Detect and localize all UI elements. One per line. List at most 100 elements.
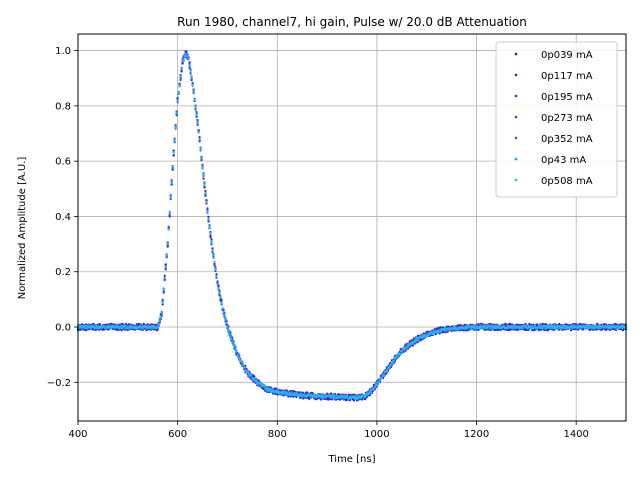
data-point bbox=[201, 166, 204, 169]
data-point bbox=[168, 213, 171, 216]
data-point bbox=[169, 195, 172, 198]
data-point bbox=[167, 228, 170, 231]
data-point bbox=[193, 98, 196, 101]
data-point bbox=[266, 389, 269, 392]
x-tick-label: 1200 bbox=[464, 429, 489, 440]
data-point bbox=[400, 350, 403, 353]
data-point bbox=[506, 325, 509, 328]
data-point bbox=[152, 324, 155, 327]
data-point bbox=[405, 346, 408, 349]
legend-marker bbox=[514, 178, 518, 182]
data-point bbox=[216, 280, 219, 283]
data-point bbox=[231, 339, 234, 343]
data-point bbox=[158, 319, 161, 322]
data-point bbox=[198, 138, 201, 141]
data-point bbox=[215, 275, 218, 278]
legend-marker bbox=[514, 73, 518, 77]
data-point bbox=[354, 395, 358, 399]
data-point bbox=[565, 325, 568, 328]
data-point bbox=[163, 277, 166, 280]
x-tick-label: 400 bbox=[68, 429, 87, 440]
legend-label: 0p273 mA bbox=[541, 113, 593, 124]
data-point bbox=[169, 197, 172, 200]
data-point bbox=[220, 302, 223, 305]
data-point bbox=[224, 316, 227, 320]
data-point bbox=[214, 268, 217, 271]
data-point bbox=[563, 324, 566, 327]
data-point bbox=[200, 157, 203, 160]
data-point bbox=[207, 218, 210, 221]
data-point bbox=[186, 55, 189, 58]
data-point bbox=[382, 373, 385, 376]
data-point bbox=[250, 374, 253, 377]
data-point bbox=[353, 397, 357, 400]
data-point bbox=[498, 324, 501, 327]
data-point bbox=[343, 396, 347, 399]
data-point bbox=[403, 348, 406, 351]
data-point bbox=[395, 355, 398, 358]
data-point bbox=[587, 327, 590, 330]
data-point bbox=[120, 327, 123, 330]
data-point bbox=[243, 366, 246, 369]
data-point bbox=[201, 163, 204, 166]
data-point bbox=[540, 326, 543, 329]
data-point bbox=[164, 267, 167, 270]
legend-marker bbox=[514, 52, 518, 56]
data-point bbox=[213, 260, 216, 263]
data-point bbox=[172, 153, 175, 156]
data-point bbox=[202, 173, 205, 176]
x-axis-label: Time [ns] bbox=[327, 454, 375, 465]
data-point bbox=[194, 105, 197, 108]
data-point bbox=[615, 327, 619, 330]
data-point bbox=[189, 71, 192, 74]
axes-frame bbox=[77, 33, 627, 422]
data-point bbox=[597, 327, 600, 330]
data-point bbox=[556, 326, 559, 329]
data-point bbox=[165, 256, 168, 259]
data-point bbox=[372, 387, 375, 390]
data-point bbox=[505, 326, 508, 330]
data-point bbox=[329, 397, 332, 400]
data-point bbox=[124, 324, 127, 327]
data-point bbox=[194, 107, 197, 110]
data-point bbox=[308, 397, 311, 400]
data-point bbox=[576, 326, 579, 329]
legend: 0p039 mA 0p117 mA 0p195 mA 0p273 mA 0p352 mA… bbox=[495, 41, 618, 198]
data-point bbox=[336, 394, 339, 397]
data-point bbox=[470, 327, 473, 330]
data-point bbox=[199, 146, 202, 149]
legend-label: 0p039 mA bbox=[541, 50, 593, 61]
data-point bbox=[205, 200, 208, 203]
data-point bbox=[171, 165, 174, 168]
data-point bbox=[187, 57, 190, 60]
data-point bbox=[420, 336, 423, 339]
data-point bbox=[356, 396, 360, 399]
data-point bbox=[528, 322, 531, 325]
y-tick-label: 0.6 bbox=[55, 157, 71, 168]
data-point bbox=[583, 325, 586, 328]
data-point bbox=[493, 327, 496, 330]
data-point bbox=[202, 177, 205, 180]
data-point bbox=[242, 363, 245, 366]
data-point bbox=[162, 287, 165, 290]
data-point bbox=[232, 342, 235, 345]
data-point bbox=[467, 327, 470, 330]
data-point bbox=[157, 323, 160, 326]
data-point bbox=[196, 120, 199, 123]
data-point bbox=[219, 296, 222, 299]
data-point bbox=[224, 318, 227, 322]
data-point bbox=[404, 344, 407, 347]
data-point bbox=[260, 382, 263, 385]
data-point bbox=[179, 75, 182, 78]
data-point bbox=[256, 380, 259, 383]
data-point bbox=[176, 98, 179, 101]
data-point bbox=[584, 327, 587, 330]
x-tick-label: 1000 bbox=[364, 429, 389, 440]
x-tick-label: 1400 bbox=[563, 429, 588, 440]
data-point bbox=[402, 350, 405, 353]
data-point bbox=[437, 330, 440, 334]
data-point bbox=[177, 92, 180, 95]
legend-label: 0p43 mA bbox=[541, 155, 586, 166]
data-point bbox=[265, 387, 268, 390]
